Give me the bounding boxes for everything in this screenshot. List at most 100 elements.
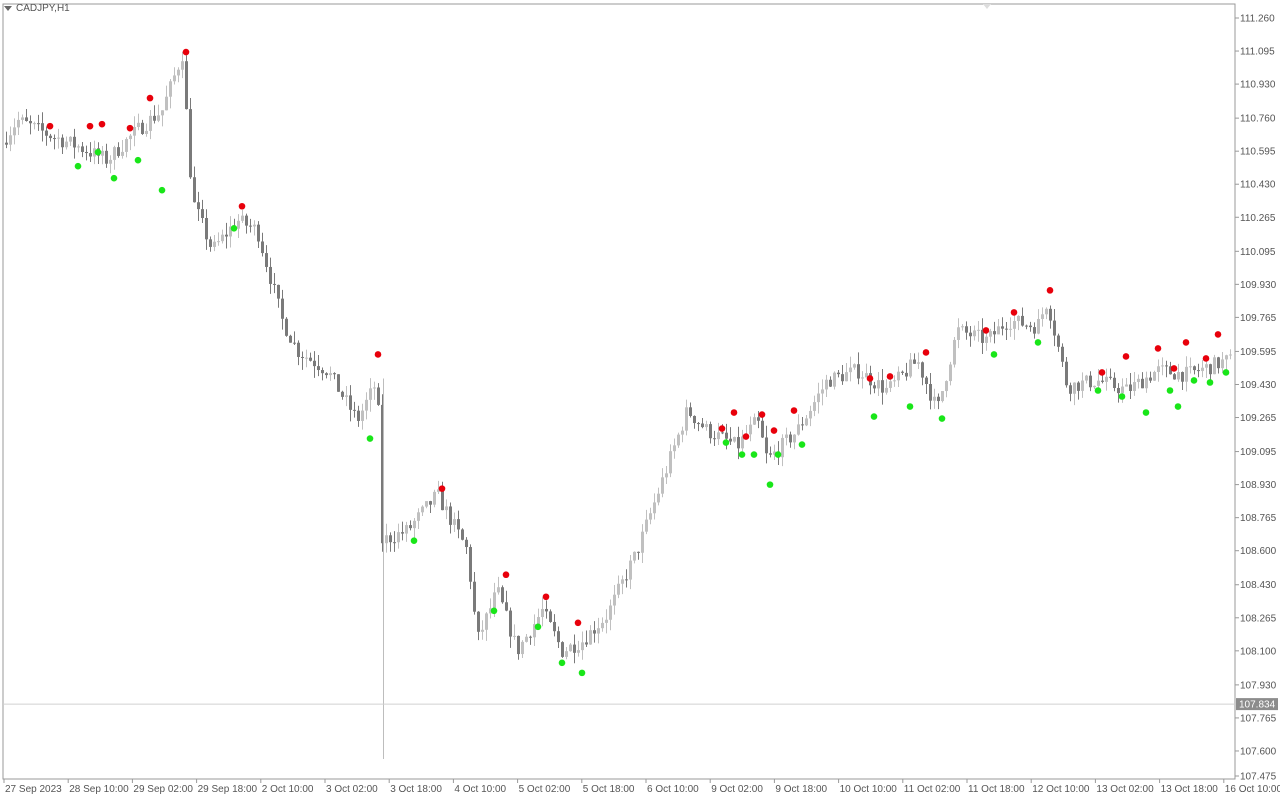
candle-body <box>153 115 156 121</box>
time-tick-label: 3 Oct 18:00 <box>390 784 442 795</box>
price-tick-label: 110.930 <box>1240 80 1276 91</box>
candle-body <box>797 424 800 435</box>
candle-body <box>1049 308 1052 321</box>
candle-body <box>1021 315 1024 326</box>
candle-body <box>213 241 216 247</box>
price-tick-label: 109.595 <box>1240 347 1277 358</box>
candle-body <box>729 438 732 442</box>
plot-frame <box>2 3 1236 780</box>
price-tick-label: 111.260 <box>1240 14 1275 25</box>
candle-body <box>289 335 292 343</box>
time-tick-label: 11 Oct 18:00 <box>968 784 1025 795</box>
time-tick-label: 13 Oct 18:00 <box>1161 784 1219 795</box>
price-tick-label: 110.095 <box>1240 247 1276 258</box>
time-tick-label: 11 Oct 02:00 <box>904 784 961 795</box>
candle-body <box>169 81 172 97</box>
candle-body <box>681 430 684 435</box>
candle-body <box>657 493 660 503</box>
candle-body <box>333 373 336 375</box>
candle-body <box>885 387 888 393</box>
candle-body <box>417 512 420 521</box>
candle-body <box>1157 366 1160 372</box>
sell-signal-dot <box>1170 365 1178 372</box>
price-tick-label: 110.760 <box>1240 114 1276 125</box>
candle-body <box>41 123 44 131</box>
sell-signal-dot <box>1182 339 1190 346</box>
price-tick-label: 110.430 <box>1240 180 1276 191</box>
candle-body <box>329 373 332 376</box>
candle-body <box>897 371 900 381</box>
candle-body <box>1013 321 1016 329</box>
candle-body <box>557 631 560 643</box>
candle-body <box>1177 372 1180 380</box>
candle-body <box>717 432 720 440</box>
sell-signal-dot <box>790 407 798 414</box>
buy-signal-dot <box>534 623 542 631</box>
candle-body <box>645 519 648 532</box>
time-tick-label: 10 Oct 10:00 <box>840 784 898 795</box>
symbol-title: CADJPY,H1 <box>4 3 70 14</box>
candle-body <box>1185 366 1188 382</box>
buy-signal-dot <box>1118 393 1126 400</box>
candle-body <box>345 395 348 397</box>
candle-body <box>833 372 836 387</box>
candle-body <box>1017 315 1020 322</box>
candle-body <box>1105 376 1108 382</box>
candle-body <box>185 61 188 110</box>
candle-body <box>1089 375 1092 388</box>
price-tick-label: 107.765 <box>1240 713 1277 724</box>
candle-body <box>713 438 716 440</box>
candle-body <box>221 234 224 242</box>
candle-body <box>1201 367 1204 372</box>
candle-body <box>853 364 856 368</box>
candle-body <box>701 423 704 428</box>
candle-body <box>297 342 300 357</box>
buy-signal-dot <box>74 162 82 170</box>
candle-body <box>357 410 360 421</box>
candle-body <box>1221 359 1224 369</box>
candle-body <box>661 477 664 494</box>
candle-body <box>17 119 20 128</box>
candle-body <box>465 539 468 548</box>
candle-body <box>653 502 656 514</box>
candle-body <box>585 642 588 645</box>
candle-body <box>689 407 692 416</box>
candle-body <box>757 417 760 421</box>
candle-body <box>1077 382 1080 391</box>
candle-body <box>25 117 28 122</box>
candle-body <box>73 136 76 148</box>
candle-body <box>173 75 176 82</box>
candle-body <box>741 436 744 449</box>
sell-signal-dot <box>182 48 190 56</box>
candle-body <box>605 619 608 623</box>
candle-body <box>225 234 228 237</box>
candle-body <box>849 367 852 373</box>
candle-body <box>313 360 316 367</box>
candle-body <box>293 342 296 344</box>
candle-body <box>1141 378 1144 389</box>
sell-signal-dot <box>46 122 54 130</box>
candle-body <box>1169 366 1172 375</box>
dropdown-triangle-icon[interactable] <box>4 6 12 11</box>
buy-signal-dot <box>990 351 998 358</box>
candle-body <box>369 388 372 400</box>
candle-body <box>845 372 848 382</box>
candle-body <box>1041 314 1044 319</box>
candle-body <box>601 622 604 629</box>
candle-body <box>1121 386 1124 394</box>
candle-body <box>665 473 668 478</box>
candle-body <box>589 630 592 645</box>
sell-signal-dot <box>374 351 382 358</box>
candle-body <box>149 115 152 131</box>
candle-body <box>381 404 384 544</box>
candle-body <box>697 423 700 425</box>
candle-body <box>857 364 860 379</box>
candle-body <box>249 225 252 227</box>
candle-body <box>1209 364 1212 375</box>
buy-signal-dot <box>158 186 166 194</box>
candle-body <box>1117 387 1120 394</box>
candle-body <box>165 96 168 111</box>
candle-body <box>1029 325 1032 328</box>
